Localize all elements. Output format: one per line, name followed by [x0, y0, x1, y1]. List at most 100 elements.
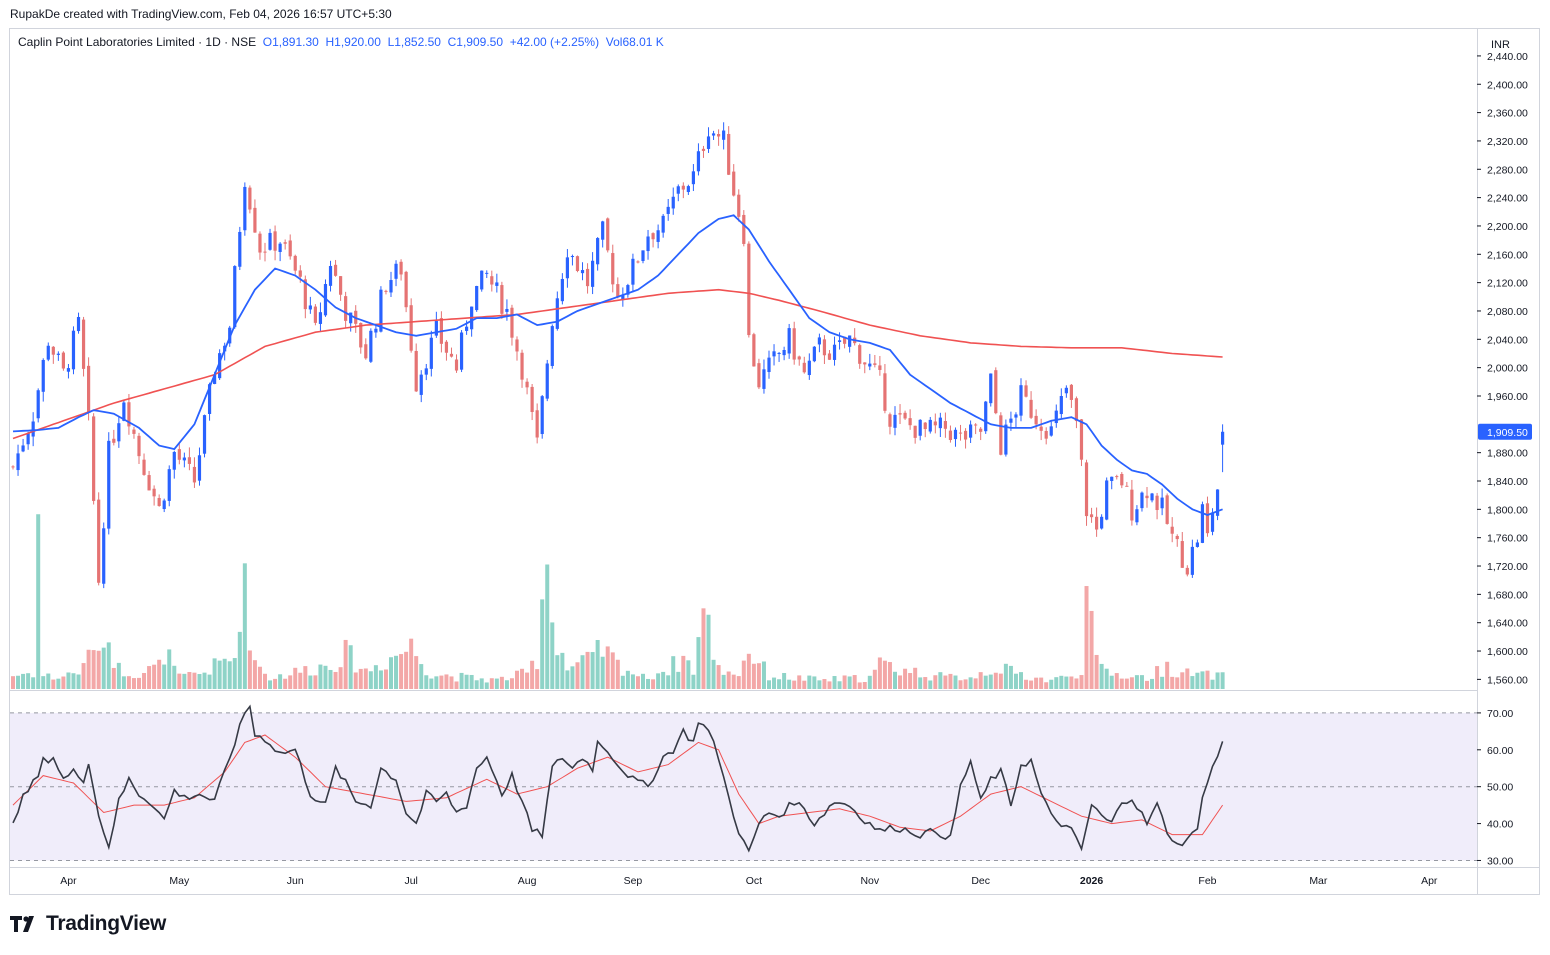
candle — [893, 406, 897, 436]
rsi-band — [10, 712, 1477, 861]
candle-body — [767, 357, 771, 373]
tradingview-logo[interactable]: TradingView — [10, 912, 166, 936]
candle — [636, 260, 640, 264]
candle — [772, 344, 776, 366]
volume-bar — [479, 678, 484, 689]
candle-body — [1170, 526, 1174, 534]
volume-bar — [1069, 676, 1074, 689]
candle — [142, 453, 146, 476]
volume-bar — [51, 679, 56, 689]
candle-body — [117, 423, 121, 442]
candle — [953, 427, 958, 447]
candle — [913, 425, 917, 444]
candle-body — [540, 396, 544, 435]
candle — [616, 277, 620, 299]
candle-body — [238, 231, 242, 267]
ma-fast-line — [12, 214, 1223, 516]
volume-bar — [983, 675, 988, 689]
candle-body — [1190, 546, 1194, 575]
volume-bar — [681, 655, 686, 689]
candle-body — [444, 341, 449, 353]
volume-bar — [671, 656, 676, 689]
volume-bar — [953, 675, 958, 689]
volume-bar — [797, 675, 802, 689]
candle — [263, 242, 267, 262]
candle-body — [1195, 542, 1199, 547]
price-tick-label: 2,040.00 — [1487, 334, 1528, 346]
volume-bar — [605, 646, 610, 689]
candle-body — [26, 433, 30, 445]
currency-label[interactable]: INR — [1491, 39, 1510, 51]
candle-body — [787, 328, 791, 354]
candle — [495, 273, 499, 293]
volume-bar — [837, 681, 842, 689]
volume-bar — [464, 674, 469, 689]
candle-body — [364, 344, 368, 359]
volume-bar — [1074, 678, 1079, 689]
volume-bar — [988, 674, 993, 689]
volume-bar — [711, 659, 716, 689]
candle — [182, 452, 186, 468]
volume-bar — [247, 650, 252, 689]
volume-bar — [1089, 610, 1094, 689]
volume-bar — [414, 656, 419, 689]
volume-bar — [1094, 654, 1099, 689]
candle-body — [1140, 492, 1144, 509]
candle — [253, 199, 257, 233]
candle — [475, 285, 479, 312]
volume-bar — [1049, 679, 1054, 689]
candle — [626, 283, 630, 298]
candle-body — [742, 214, 746, 244]
candle — [1110, 476, 1114, 490]
volume-bar — [1220, 672, 1225, 689]
candle — [742, 210, 746, 247]
volume-bar — [1170, 676, 1175, 689]
volume-bar — [651, 679, 656, 689]
volume-bar — [756, 663, 761, 689]
candle — [1130, 479, 1134, 526]
volume-bar — [31, 677, 36, 689]
candle-body — [913, 425, 917, 438]
candle — [46, 342, 50, 362]
candle-body — [81, 319, 86, 369]
candle-body — [565, 257, 569, 279]
candle-body — [706, 136, 711, 149]
legend-low: L1,852.50 — [387, 35, 441, 49]
candle-body — [606, 218, 610, 251]
candle-body — [772, 351, 776, 357]
volume-bar — [116, 662, 121, 689]
candle — [1155, 492, 1159, 520]
candle — [752, 332, 756, 367]
volume-bar — [162, 664, 167, 689]
volume-bar — [268, 680, 273, 689]
candle — [172, 450, 176, 479]
candle — [601, 220, 605, 248]
price-tick-label: 1,600.00 — [1487, 646, 1528, 658]
candle — [848, 335, 852, 353]
candle — [918, 419, 922, 441]
candle-body — [66, 368, 71, 372]
volume-bar — [535, 669, 540, 689]
candle-body — [651, 233, 655, 240]
candle-body — [676, 186, 680, 194]
candle-body — [1110, 476, 1114, 481]
volume-bar — [751, 663, 756, 689]
candle — [248, 185, 252, 214]
candle — [339, 276, 343, 301]
price-tick-label: 2,080.00 — [1487, 306, 1528, 318]
candle-body — [1059, 396, 1063, 415]
volume-bar — [635, 676, 640, 689]
time-tick-label: 2026 — [1080, 875, 1104, 887]
time-tick-label: Apr — [60, 875, 77, 887]
candle — [908, 409, 912, 430]
candle — [1145, 487, 1149, 508]
candle-body — [233, 266, 237, 328]
volume-bar — [288, 675, 293, 689]
volume-bar — [721, 674, 726, 689]
candle-body — [480, 270, 484, 290]
rsi-tick-label: 70.00 — [1487, 708, 1513, 720]
candle — [560, 273, 564, 305]
candle — [369, 328, 373, 363]
price-tick-label: 1,720.00 — [1487, 561, 1528, 573]
